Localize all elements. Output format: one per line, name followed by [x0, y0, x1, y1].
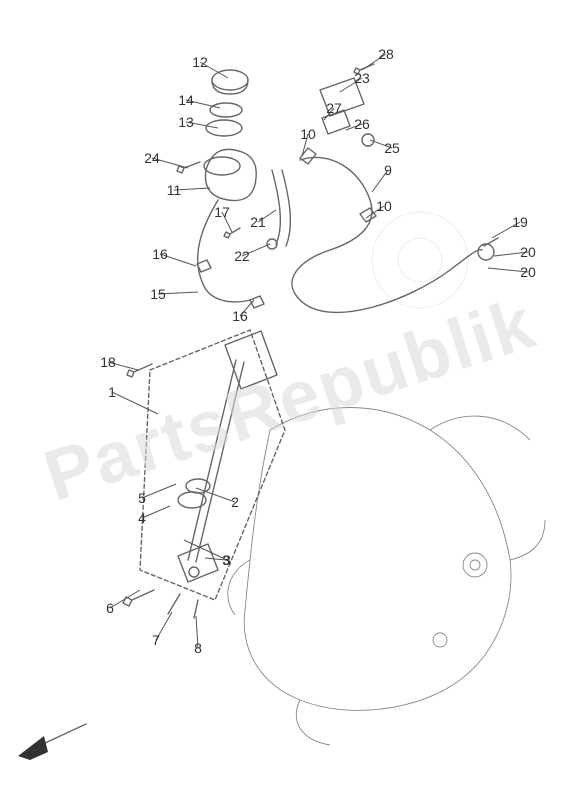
- master-cylinder-assy: [123, 330, 285, 618]
- callout-12: 12: [192, 54, 208, 70]
- callout-27: 27: [326, 100, 342, 116]
- leader-line: [142, 506, 170, 518]
- diagram-svg: [0, 0, 579, 800]
- callout-23: 23: [354, 70, 370, 86]
- callout-18: 18: [100, 354, 116, 370]
- callout-4: 4: [138, 510, 146, 526]
- callout-7: 7: [152, 632, 160, 648]
- callout-28: 28: [378, 46, 394, 62]
- callout-10: 10: [300, 126, 316, 142]
- callout-19: 19: [512, 214, 528, 230]
- callout-24: 24: [144, 150, 160, 166]
- reservoir: [177, 70, 256, 201]
- callout-17: 17: [214, 204, 230, 220]
- bracket-group: [267, 64, 374, 249]
- callout-20: 20: [520, 264, 536, 280]
- diagram-stage: PartsRepublik 12334567891010111213141516…: [0, 0, 579, 800]
- callout-13: 13: [178, 114, 194, 130]
- callout-16: 16: [232, 308, 248, 324]
- callout-6: 6: [106, 600, 114, 616]
- callout-16: 16: [152, 246, 168, 262]
- frame-outline: [228, 408, 545, 746]
- brake-hose: [292, 148, 498, 312]
- callout-14: 14: [178, 92, 194, 108]
- callout-10: 10: [376, 198, 392, 214]
- callout-3: 3: [222, 552, 230, 568]
- watermark-gear: [372, 212, 468, 308]
- callout-21: 21: [250, 214, 266, 230]
- callout-8: 8: [194, 640, 202, 656]
- callout-1: 1: [108, 384, 116, 400]
- callout-5: 5: [138, 490, 146, 506]
- callout-22: 22: [234, 248, 250, 264]
- callout-11: 11: [167, 182, 182, 198]
- callout-20: 20: [520, 244, 536, 260]
- callout-9: 9: [384, 162, 392, 178]
- callout-2: 2: [231, 494, 239, 510]
- leader-line: [142, 484, 176, 498]
- callout-25: 25: [384, 140, 400, 156]
- leader-line: [112, 392, 158, 414]
- callout-15: 15: [150, 286, 166, 302]
- direction-arrow: [18, 724, 86, 760]
- reservoir-hose: [127, 200, 264, 377]
- callout-26: 26: [354, 116, 370, 132]
